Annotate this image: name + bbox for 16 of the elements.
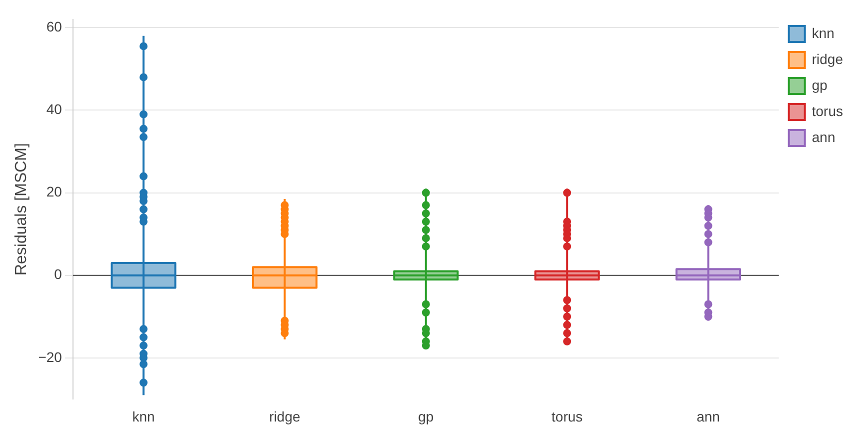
x-tick-label: ann (696, 408, 720, 424)
y-axis-title: Residuals [MSCM] (13, 143, 30, 276)
y-tick-label: 40 (46, 101, 62, 118)
legend-label: torus (812, 102, 843, 119)
x-tick-label: knn (132, 408, 155, 424)
x-tick-label: torus (552, 408, 583, 424)
y-tick-label: 0 (54, 266, 62, 282)
y-tick-label: −20 (38, 348, 62, 365)
legend-label: gp (812, 76, 828, 93)
y-tick-label: 20 (46, 184, 62, 200)
y-tick-label: 60 (46, 18, 62, 35)
x-tick-label: ridge (269, 408, 300, 424)
legend-label: knn (812, 24, 834, 41)
legend-label: ann (812, 128, 836, 145)
legend-label: ridge (812, 50, 844, 67)
x-tick-label: gp (418, 408, 434, 424)
